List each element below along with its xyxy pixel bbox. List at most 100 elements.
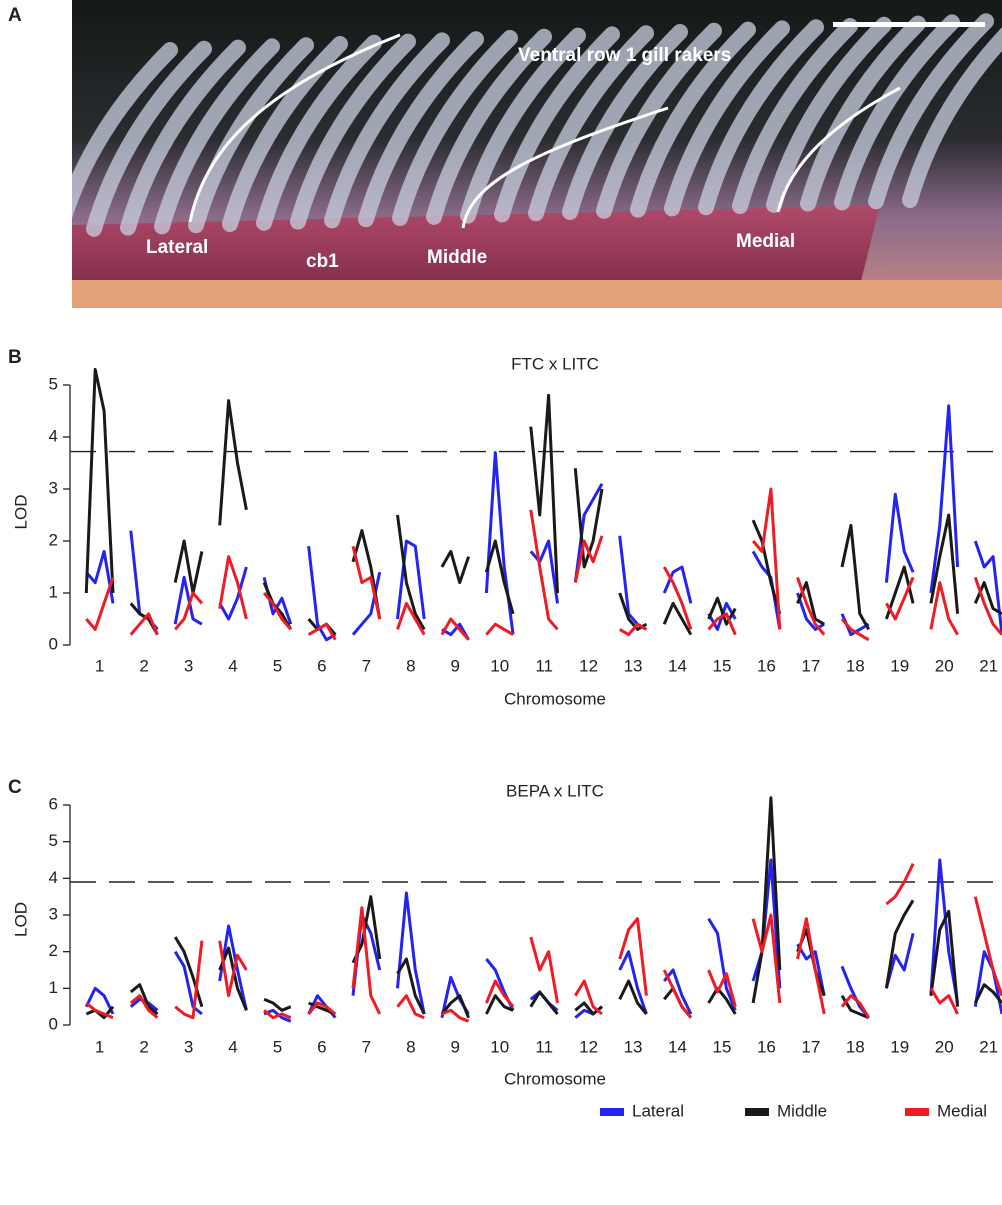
x-tick-label: 17 <box>801 656 820 675</box>
x-tick-label: 10 <box>490 656 509 675</box>
gill-raker <box>834 14 960 211</box>
lod-line <box>85 487 1002 642</box>
x-tick-label: 1 <box>95 1037 104 1056</box>
x-tick-label: 8 <box>406 1037 415 1056</box>
x-tick-label: 14 <box>668 1037 687 1056</box>
x-tick-label: 19 <box>890 1037 909 1056</box>
photo-title: Ventral row 1 gill rakers <box>518 45 731 66</box>
x-tick-label: 14 <box>668 656 687 675</box>
chart-title: FTC x LITC <box>511 354 599 373</box>
lod-line <box>85 863 1002 1023</box>
photo-label: Medial <box>736 231 795 252</box>
x-tick-label: 12 <box>579 656 598 675</box>
legend-label: Middle <box>777 1101 827 1120</box>
legend-swatch <box>745 1108 769 1116</box>
x-tick-label: 12 <box>579 1037 598 1056</box>
trace-line <box>776 86 901 213</box>
x-tick-label: 20 <box>935 656 954 675</box>
x-tick-label: 15 <box>713 656 732 675</box>
gill-raker <box>664 20 790 217</box>
gill-raker <box>800 15 926 212</box>
legend-swatch <box>600 1108 624 1116</box>
gill-raker <box>630 21 756 218</box>
legend-label: Lateral <box>632 1101 684 1120</box>
x-tick-label: 13 <box>624 656 643 675</box>
gill-raker <box>324 32 450 229</box>
y-tick-label: 1 <box>49 582 58 601</box>
x-tick-label: 2 <box>139 1037 148 1056</box>
gill-raker <box>120 39 246 236</box>
y-axis-label: LOD <box>11 902 30 937</box>
gill-raker <box>426 28 552 225</box>
y-tick-label: 5 <box>49 374 58 393</box>
panel-label: B <box>8 347 22 368</box>
y-tick-label: 3 <box>49 904 58 923</box>
x-tick-label: 10 <box>490 1037 509 1056</box>
y-tick-label: 0 <box>49 1014 58 1033</box>
y-axis-label: LOD <box>11 495 30 530</box>
x-tick-label: 3 <box>184 656 193 675</box>
gill-raker <box>392 30 518 226</box>
x-axis-label: Chromosome <box>504 689 606 708</box>
photo-label: Middle <box>427 247 487 268</box>
gill-raker <box>698 19 824 216</box>
gill-raker <box>256 34 382 231</box>
x-tick-label: 16 <box>757 1037 776 1056</box>
gill-raker <box>86 40 212 237</box>
x-tick-label: 3 <box>184 1037 193 1056</box>
photo-label: Lateral <box>146 237 208 258</box>
gill-rakers <box>72 13 1002 237</box>
gill-raker <box>732 18 858 214</box>
trace-line <box>461 106 669 229</box>
gill-raker <box>494 26 620 223</box>
chart-title: BEPA x LITC <box>506 781 604 800</box>
x-tick-label: 5 <box>273 656 282 675</box>
photo-label: cb1 <box>306 251 339 272</box>
x-tick-label: 6 <box>317 1037 326 1056</box>
x-tick-label: 15 <box>713 1037 732 1056</box>
gill-raker <box>188 37 314 234</box>
panel-label: A <box>8 5 22 26</box>
y-tick-label: 3 <box>49 478 58 497</box>
y-tick-label: 6 <box>49 794 58 813</box>
trace-line <box>188 33 401 223</box>
x-tick-label: 20 <box>935 1037 954 1056</box>
x-tick-label: 7 <box>362 1037 371 1056</box>
photo: Ventral row 1 gill rakers Lateral cb1 Mi… <box>72 0 1002 308</box>
lod-line <box>85 796 1002 1020</box>
y-tick-label: 4 <box>49 868 58 887</box>
x-tick-label: 21 <box>979 656 998 675</box>
x-tick-label: 5 <box>273 1037 282 1056</box>
gill-raker <box>562 24 688 220</box>
x-tick-label: 18 <box>846 1037 865 1056</box>
x-tick-label: 11 <box>535 1037 553 1056</box>
gill-raker <box>154 38 280 235</box>
x-tick-label: 18 <box>846 656 865 675</box>
x-tick-label: 16 <box>757 656 776 675</box>
legend-swatch <box>905 1108 929 1116</box>
y-tick-label: 1 <box>49 978 58 997</box>
x-tick-label: 13 <box>624 1037 643 1056</box>
y-tick-label: 2 <box>49 530 58 549</box>
y-tick-label: 2 <box>49 941 58 960</box>
x-tick-label: 11 <box>535 656 553 675</box>
x-tick-label: 2 <box>139 656 148 675</box>
x-tick-label: 19 <box>890 656 909 675</box>
x-axis-label: Chromosome <box>504 1069 606 1088</box>
gill-raker <box>72 42 178 219</box>
x-tick-label: 17 <box>801 1037 820 1056</box>
y-tick-label: 0 <box>49 634 58 653</box>
gill-raker <box>868 13 994 210</box>
x-tick-label: 6 <box>317 656 326 675</box>
gill-raker <box>358 31 484 228</box>
x-tick-label: 7 <box>362 656 371 675</box>
gill-raker <box>290 33 416 230</box>
x-tick-label: 9 <box>451 1037 460 1056</box>
tissue <box>72 280 1002 308</box>
x-tick-label: 1 <box>95 656 104 675</box>
y-tick-label: 5 <box>49 831 58 850</box>
panel-label: C <box>8 777 22 798</box>
scale-bar <box>833 22 985 27</box>
legend-label: Medial <box>937 1101 987 1120</box>
